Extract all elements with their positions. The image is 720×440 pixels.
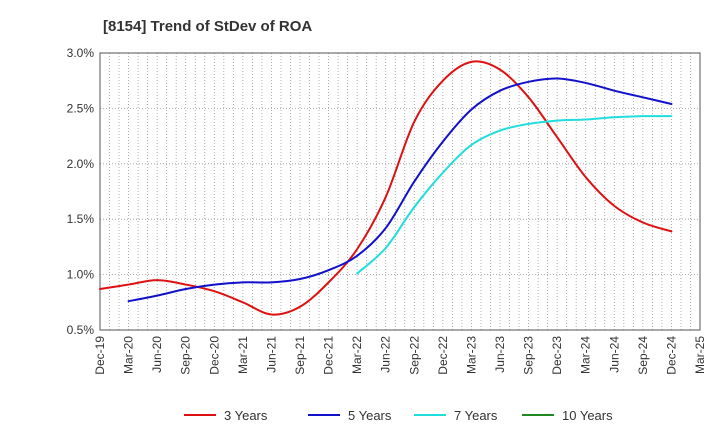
x-tick-label: Jun-22 (379, 336, 393, 373)
y-axis: 0.5% 1.0% 1.5% 2.0% 2.5% 3.0% (67, 46, 95, 337)
series-line-5-years (127, 77, 673, 303)
x-tick-label: Dec-24 (664, 336, 678, 375)
x-tick-label: Dec-23 (550, 336, 564, 375)
x-axis: Dec-19 Mar-20 Jun-20 Sep-20 Dec-20 Mar-21 Jun-… (93, 336, 707, 375)
series-line-3-years (99, 60, 673, 316)
x-tick-label: Dec-20 (207, 336, 221, 375)
x-tick-label: Mar-21 (236, 336, 250, 374)
chart-title: [8154] Trend of StDev of ROA (103, 18, 312, 35)
x-tick-label: Mar-20 (122, 336, 136, 374)
x-tick-label: Sep-20 (179, 336, 193, 375)
series-layer (99, 60, 673, 316)
x-tick-label: Sep-22 (407, 336, 421, 375)
y-tick-label: 0.5% (67, 323, 95, 337)
legend-label-3-years: 3 Years (224, 408, 268, 423)
series-line-7-years (356, 115, 673, 275)
x-tick-label: Dec-22 (436, 336, 450, 375)
grid (100, 53, 700, 330)
x-tick-label: Mar-23 (464, 336, 478, 374)
y-tick-label: 2.0% (67, 157, 95, 171)
legend: 3 Years 5 Years 7 Years 10 Years (184, 408, 613, 423)
legend-label-5-years: 5 Years (348, 408, 392, 423)
x-tick-label: Sep-21 (293, 336, 307, 375)
y-tick-label: 2.5% (67, 101, 95, 115)
x-tick-label: Sep-24 (636, 336, 650, 375)
x-tick-label: Mar-24 (579, 336, 593, 374)
plot-area (99, 52, 701, 331)
x-tick-label: Jun-23 (493, 336, 507, 373)
x-tick-label: Jun-20 (150, 336, 164, 373)
x-tick-label: Mar-25 (693, 336, 707, 374)
y-tick-label: 3.0% (67, 46, 95, 60)
x-tick-label: Sep-23 (522, 336, 536, 375)
legend-label-10-years: 10 Years (562, 408, 613, 423)
y-tick-label: 1.0% (67, 268, 95, 282)
x-tick-label: Jun-21 (264, 336, 278, 373)
x-tick-label: Dec-19 (93, 336, 107, 375)
legend-label-7-years: 7 Years (454, 408, 498, 423)
x-tick-label: Mar-22 (350, 336, 364, 374)
x-tick-label: Jun-24 (607, 336, 621, 373)
y-tick-label: 1.5% (67, 212, 95, 226)
x-tick-label: Dec-21 (322, 336, 336, 375)
